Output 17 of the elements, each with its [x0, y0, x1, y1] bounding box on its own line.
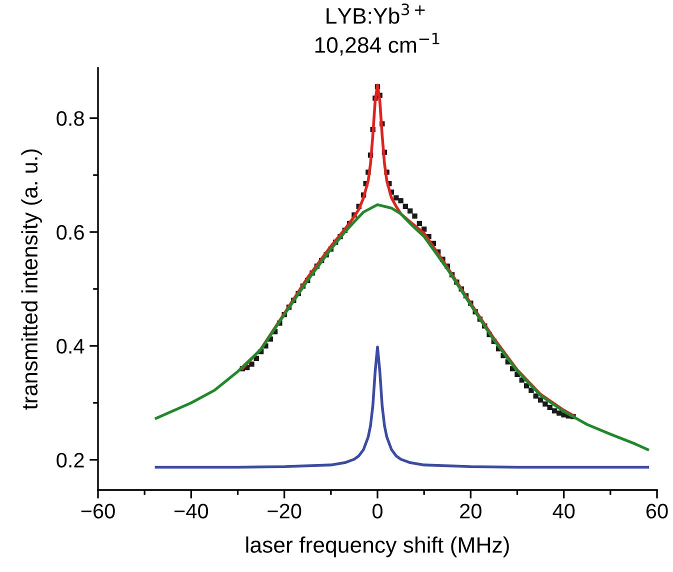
y-tick-label: 0.4 — [56, 338, 84, 354]
x-tick-label: −40 — [174, 504, 208, 518]
chart-title: LYB:Yb$^{3+}$ — [326, 4, 425, 24]
x-tick-label: 60 — [646, 504, 668, 518]
y-tick-label: 0.6 — [56, 225, 84, 240]
x-tick-label: −60 — [81, 504, 115, 518]
x-tick-label: 40 — [552, 504, 575, 518]
line-series — [154, 203, 650, 451]
chart-subtitle: 10,284 cm$^{−1}$ — [315, 32, 440, 56]
x-tick-label: 0 — [372, 504, 382, 518]
x-tick-label: −20 — [268, 504, 302, 518]
y-tick-label: 0.8 — [56, 111, 84, 126]
y-tick-label: 0.2 — [56, 452, 84, 468]
x-axis-title: laser frequency shift (MHz) — [246, 536, 509, 558]
line-series — [154, 346, 650, 469]
y-axis-title: transmitted intensity (a. u.) — [21, 149, 42, 410]
x-tick-label: 20 — [460, 504, 482, 518]
